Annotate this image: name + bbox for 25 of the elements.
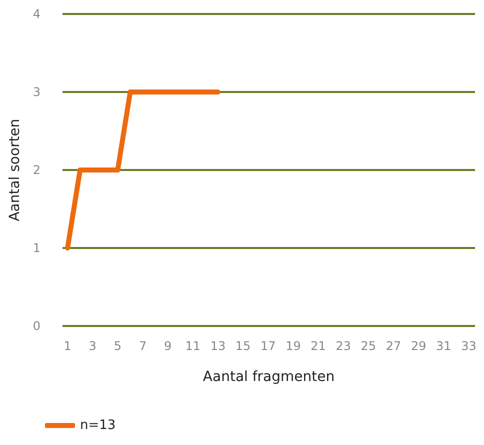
x-tick-label: 5 xyxy=(114,339,122,353)
x-tick-label: 19 xyxy=(286,339,301,353)
x-tick-label: 27 xyxy=(386,339,402,353)
x-tick-label: 31 xyxy=(436,339,452,353)
y-tick-label: 2 xyxy=(32,163,41,177)
x-tick-label: 23 xyxy=(336,339,352,353)
x-tick-label: 33 xyxy=(461,339,476,353)
y-tick-label: 3 xyxy=(32,85,41,99)
x-tick-label: 17 xyxy=(260,339,276,353)
x-tick-label: 15 xyxy=(235,339,251,353)
x-tick-label: 9 xyxy=(164,339,172,353)
y-tick-label: 0 xyxy=(32,319,41,333)
x-tick-label: 25 xyxy=(360,339,376,353)
y-axis-title: Aantal soorten xyxy=(7,118,23,222)
x-tick-label: 11 xyxy=(185,339,201,353)
x-tick-label: 29 xyxy=(410,339,426,353)
x-tick-label: 3 xyxy=(88,339,96,353)
x-tick-label: 21 xyxy=(310,339,326,353)
legend-label: n=13 xyxy=(80,418,116,433)
x-axis-title: Aantal fragmenten xyxy=(202,369,335,385)
y-tick-label: 4 xyxy=(32,7,41,21)
x-tick-label: 7 xyxy=(138,339,147,353)
x-tick-label: 13 xyxy=(210,339,226,353)
x-tick-label: 1 xyxy=(64,339,72,353)
y-tick-label: 1 xyxy=(32,241,41,255)
